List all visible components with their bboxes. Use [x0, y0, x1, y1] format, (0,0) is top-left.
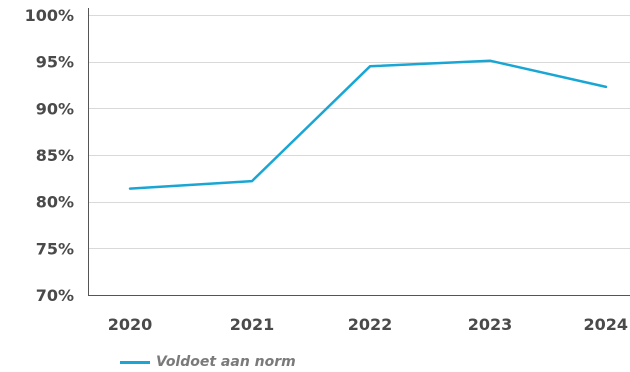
x-tick-label: 2023	[468, 315, 513, 334]
x-axis-tick-labels: 2020 2021 2022 2023 2024	[108, 315, 628, 334]
x-tick-label: 2021	[230, 315, 275, 334]
legend-swatch	[120, 360, 150, 364]
series-line	[128, 59, 608, 190]
axes	[88, 8, 630, 296]
x-tick-label: 2020	[108, 315, 153, 334]
y-axis-tick-labels: 70% 75% 80% 85% 90% 95% 100%	[25, 6, 74, 305]
y-tick-label: 85%	[36, 146, 74, 165]
series-group	[128, 59, 608, 190]
y-tick-label: 75%	[36, 239, 74, 258]
gridlines	[88, 15, 630, 249]
y-tick-label: 95%	[36, 53, 74, 72]
y-tick-label: 80%	[36, 193, 74, 212]
legend: Voldoet aan norm	[120, 352, 296, 372]
y-tick-label: 90%	[36, 99, 74, 118]
legend-label: Voldoet aan norm	[156, 354, 296, 370]
y-tick-label: 100%	[25, 6, 74, 25]
y-tick-label: 70%	[36, 286, 74, 305]
x-tick-label: 2022	[348, 315, 393, 334]
x-tick-label: 2024	[583, 315, 628, 334]
